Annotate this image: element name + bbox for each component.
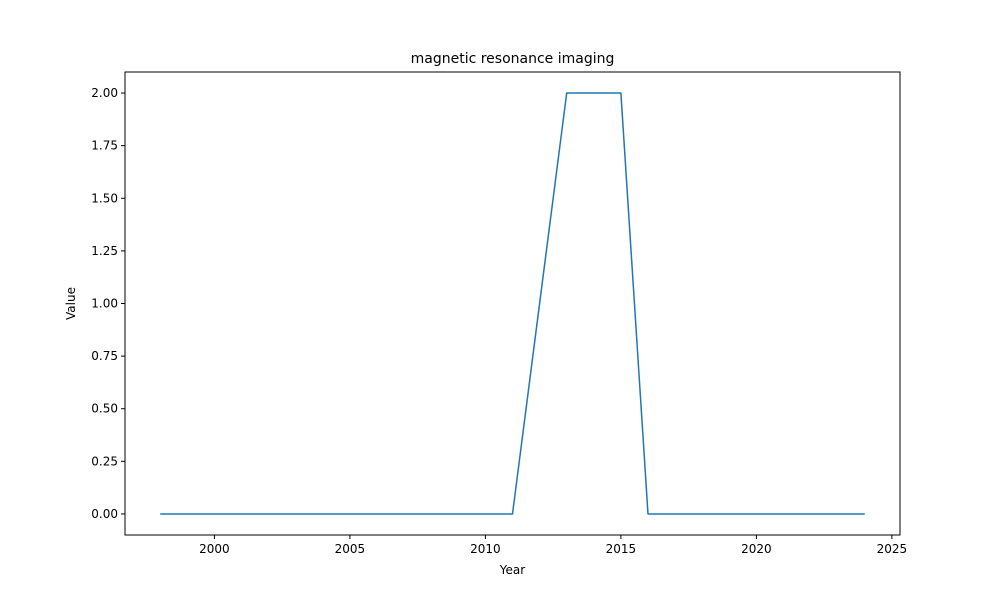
y-tick-label: 1.00 [91, 297, 118, 311]
series-line [160, 92, 865, 515]
axes-frame [124, 71, 901, 536]
y-tick-label: 1.25 [91, 244, 118, 258]
y-tick-label: 0.50 [91, 402, 118, 416]
y-axis: 0.00 0.25 0.50 0.75 1.00 1.25 1.50 1.75 2.00 [91, 86, 125, 521]
x-axis: 2000 2005 2010 2015 2020 2025 [199, 535, 907, 556]
x-axis-label: Year [499, 563, 525, 577]
y-tick-label: 1.75 [91, 139, 118, 153]
x-tick-label: 2010 [470, 542, 501, 556]
plot-area [160, 92, 865, 515]
y-tick-label: 2.00 [91, 86, 118, 100]
y-axis-label: Value [64, 287, 78, 320]
y-tick-label: 0.25 [91, 454, 118, 468]
x-tick-label: 2025 [877, 542, 908, 556]
y-tick-label: 1.50 [91, 191, 118, 205]
y-tick-label: 0.00 [91, 507, 118, 521]
x-tick-label: 2000 [199, 542, 230, 556]
x-tick-label: 2020 [741, 542, 772, 556]
x-tick-label: 2005 [335, 542, 366, 556]
y-tick-label: 0.75 [91, 349, 118, 363]
x-tick-label: 2015 [606, 542, 637, 556]
chart-title: magnetic resonance imaging [411, 51, 615, 67]
